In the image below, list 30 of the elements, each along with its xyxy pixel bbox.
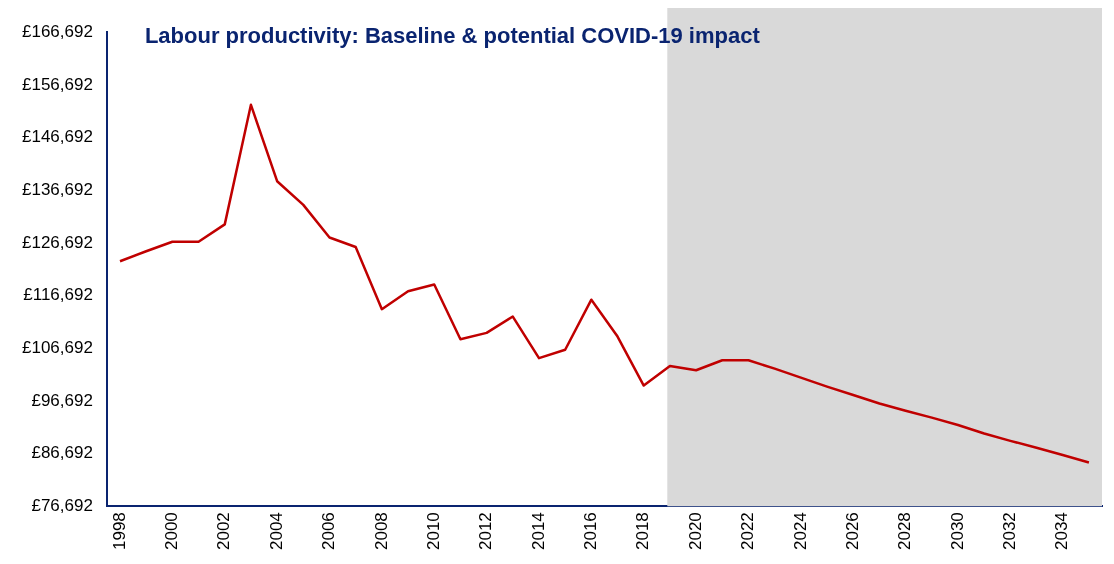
y-tick-label: £156,692 [22, 74, 93, 94]
x-tick-label: 2030 [947, 512, 967, 551]
x-tick-label: 2012 [476, 512, 496, 551]
y-tick-label: £146,692 [22, 127, 93, 147]
y-tick-label: £126,692 [22, 232, 93, 252]
x-tick-label: 2010 [423, 512, 443, 551]
x-tick-label: 2016 [581, 512, 601, 551]
y-tick-label: £76,692 [31, 495, 93, 515]
x-tick-label: 2004 [266, 512, 286, 551]
chart-title: Labour productivity: Baseline & potential COVID-19 impact [144, 23, 761, 49]
x-tick-label: 2014 [528, 512, 548, 551]
x-tick-label: 2024 [790, 512, 810, 551]
y-tick-label: £96,692 [31, 390, 93, 410]
x-tick-label: 2022 [738, 512, 758, 551]
x-tick-label: 2018 [633, 512, 653, 551]
y-tick-label: £166,692 [22, 21, 93, 41]
x-tick-label: 2026 [842, 512, 862, 551]
x-tick-label: 2032 [1000, 512, 1020, 551]
y-tick-label: £86,692 [31, 443, 93, 463]
x-tick-label: 2028 [895, 512, 915, 551]
x-tick-label: 2006 [319, 512, 339, 551]
y-tick-label: £136,692 [22, 179, 93, 199]
x-tick-label: 2034 [1052, 512, 1072, 551]
x-tick-label: 2002 [214, 512, 234, 551]
x-tick-label: 2008 [371, 512, 391, 551]
y-tick-label: £106,692 [22, 337, 93, 357]
y-tick-label: £116,692 [23, 285, 93, 305]
x-tick-label: 2020 [685, 512, 705, 551]
x-tick-label: 1998 [109, 512, 129, 551]
x-tick-label: 2000 [162, 512, 182, 551]
